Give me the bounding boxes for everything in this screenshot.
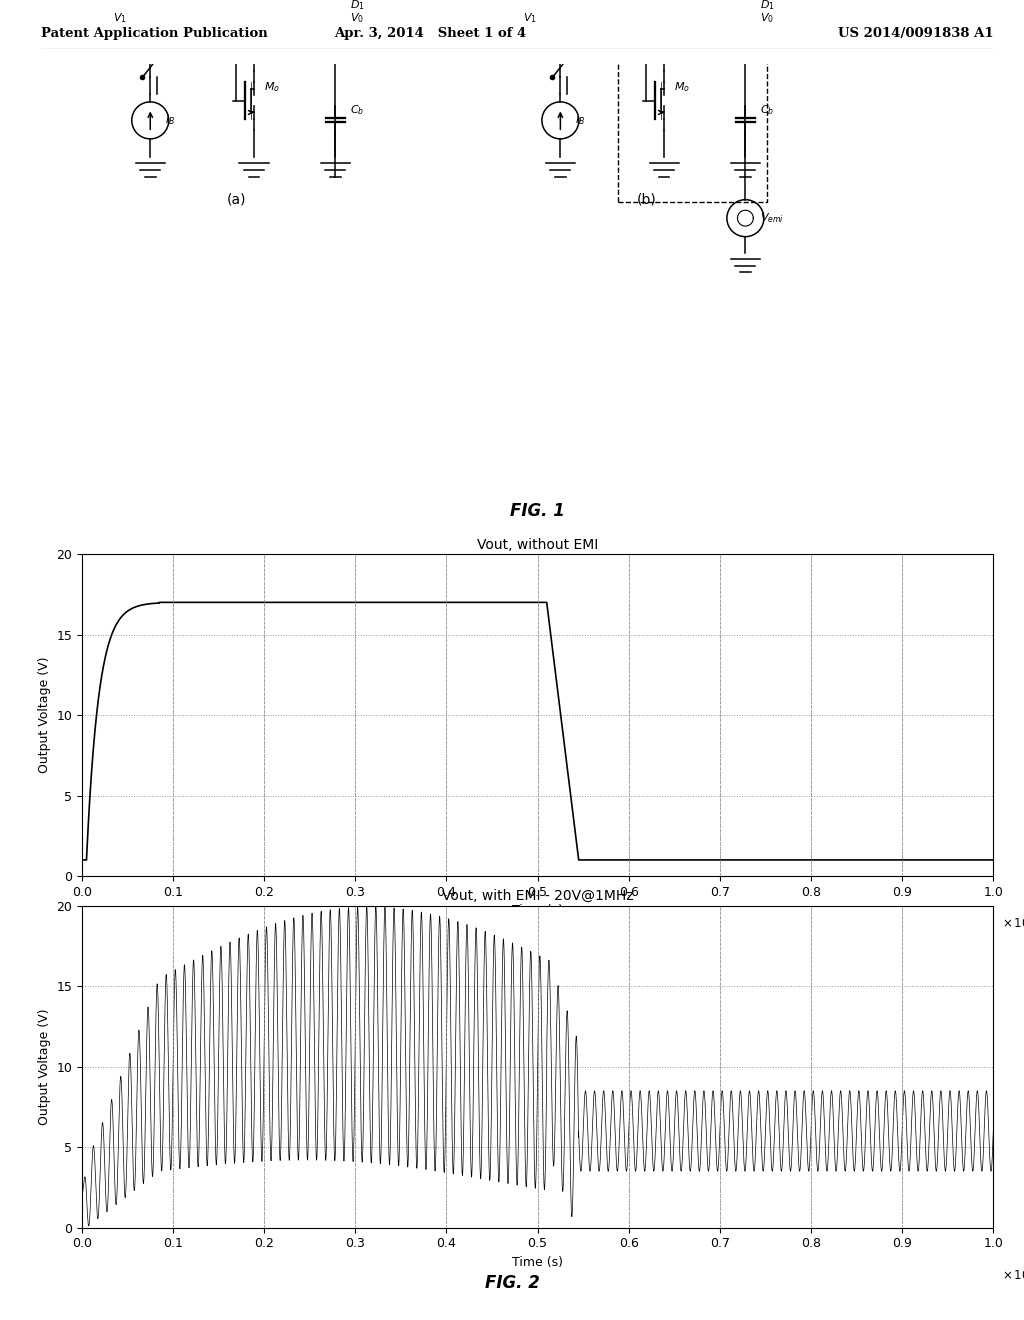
Text: $V_1$: $V_1$ <box>523 11 538 25</box>
Text: $C_b$: $C_b$ <box>760 103 774 117</box>
Text: (a): (a) <box>226 193 246 207</box>
Polygon shape <box>638 9 655 26</box>
Polygon shape <box>227 9 245 26</box>
Title: Vout, without EMI: Vout, without EMI <box>477 537 598 552</box>
Y-axis label: Output Voltage (V): Output Voltage (V) <box>38 657 51 774</box>
Text: $D_1$: $D_1$ <box>350 0 365 12</box>
Text: FIG. 2: FIG. 2 <box>484 1274 540 1292</box>
Text: $\times\,10^{-4}$: $\times\,10^{-4}$ <box>1002 915 1024 932</box>
Title: Vout, with EMI - 20V@1MHz: Vout, with EMI - 20V@1MHz <box>441 890 634 903</box>
Polygon shape <box>330 0 341 12</box>
Text: $V_1$: $V_1$ <box>114 11 127 25</box>
X-axis label: Time (s): Time (s) <box>512 1255 563 1269</box>
Text: $I_B$: $I_B$ <box>574 114 585 127</box>
Text: $I_B$: $I_B$ <box>165 114 175 127</box>
Text: $V_0$: $V_0$ <box>350 11 364 25</box>
Text: $V_{emi}$: $V_{emi}$ <box>760 211 784 226</box>
Text: FIG. 1: FIG. 1 <box>510 502 565 520</box>
X-axis label: Time (s): Time (s) <box>512 904 563 917</box>
Text: (b): (b) <box>636 193 656 207</box>
Text: $D_1$: $D_1$ <box>760 0 775 12</box>
Text: $M_o$: $M_o$ <box>264 81 280 94</box>
Text: Apr. 3, 2014   Sheet 1 of 4: Apr. 3, 2014 Sheet 1 of 4 <box>334 26 526 40</box>
Text: $M_o$: $M_o$ <box>674 81 690 94</box>
Y-axis label: Output Voltage (V): Output Voltage (V) <box>38 1008 51 1125</box>
Text: $\times\,10^{-4}$: $\times\,10^{-4}$ <box>1002 1266 1024 1283</box>
Polygon shape <box>739 0 752 12</box>
Text: $C_b$: $C_b$ <box>350 103 365 117</box>
Text: Patent Application Publication: Patent Application Publication <box>41 26 267 40</box>
Text: US 2014/0091838 A1: US 2014/0091838 A1 <box>838 26 993 40</box>
Text: $V_0$: $V_0$ <box>760 11 774 25</box>
